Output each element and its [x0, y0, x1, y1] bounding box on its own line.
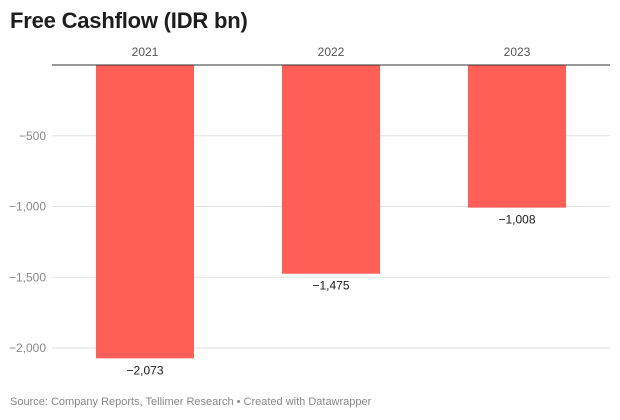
- y-tick-label: −500: [19, 129, 46, 143]
- source-note: Source: Company Reports, Tellimer Resear…: [10, 396, 372, 408]
- bar: [468, 65, 566, 208]
- data-label: −1,008: [498, 213, 535, 227]
- bar: [282, 65, 380, 274]
- x-tick-label: 2022: [318, 45, 345, 59]
- y-tick-label: −1,000: [9, 200, 46, 214]
- bar: [96, 65, 194, 359]
- chart-title: Free Cashflow (IDR bn): [10, 8, 248, 33]
- y-tick-label: −2,000: [9, 341, 46, 355]
- x-tick-label: 2023: [504, 45, 531, 59]
- y-tick-label: −1,500: [9, 270, 46, 284]
- x-tick-label: 2021: [132, 45, 159, 59]
- data-label: −2,073: [126, 363, 163, 377]
- data-label: −1,475: [312, 279, 349, 293]
